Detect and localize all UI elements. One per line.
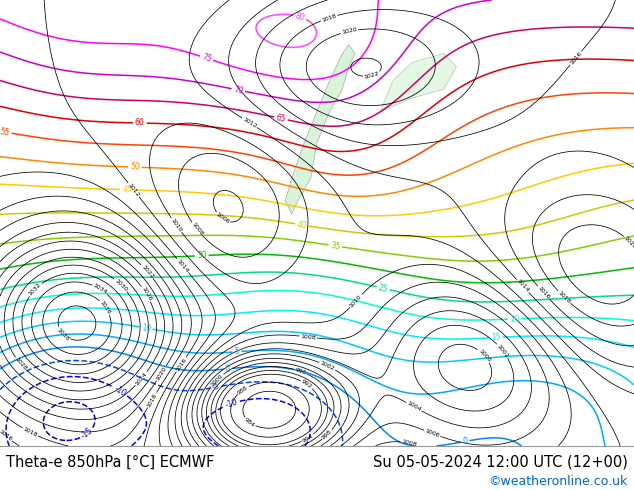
Text: 1002: 1002 xyxy=(496,343,510,359)
Text: -10: -10 xyxy=(113,384,128,398)
Text: 25: 25 xyxy=(377,283,389,294)
Text: 1016: 1016 xyxy=(536,285,550,300)
Text: ©weatheronline.co.uk: ©weatheronline.co.uk xyxy=(488,475,628,488)
Text: 1036: 1036 xyxy=(99,299,112,315)
Text: 1034: 1034 xyxy=(92,283,108,295)
Text: 1008: 1008 xyxy=(301,334,316,341)
Text: 45: 45 xyxy=(122,185,132,195)
Text: 1018: 1018 xyxy=(146,392,158,408)
Text: 1020: 1020 xyxy=(341,27,358,35)
Text: 1024: 1024 xyxy=(134,371,148,386)
Text: 1008: 1008 xyxy=(190,221,204,237)
Text: 1002: 1002 xyxy=(319,360,335,371)
Text: -5: -5 xyxy=(212,382,221,392)
Text: 1016: 1016 xyxy=(0,429,13,442)
Text: 1020: 1020 xyxy=(155,366,168,381)
Text: 1018: 1018 xyxy=(557,290,571,304)
Text: 1022: 1022 xyxy=(363,71,380,80)
Text: 5: 5 xyxy=(234,347,240,356)
Text: 40: 40 xyxy=(296,220,307,230)
Text: 1020: 1020 xyxy=(623,235,634,250)
Text: 984: 984 xyxy=(243,416,256,428)
Text: 60: 60 xyxy=(135,119,145,127)
Text: 1004: 1004 xyxy=(406,401,422,413)
Text: 1030: 1030 xyxy=(113,278,128,292)
Text: Su 05-05-2024 12:00 UTC (12+00): Su 05-05-2024 12:00 UTC (12+00) xyxy=(373,455,628,469)
Text: 1012: 1012 xyxy=(127,182,141,197)
Text: 75: 75 xyxy=(200,52,212,64)
Text: 0: 0 xyxy=(225,364,231,373)
Text: 1032: 1032 xyxy=(28,282,42,297)
Text: 65: 65 xyxy=(275,113,287,124)
Text: 1012: 1012 xyxy=(242,117,257,129)
Text: 1014: 1014 xyxy=(176,258,190,273)
Text: 992: 992 xyxy=(301,379,313,390)
Text: 994: 994 xyxy=(301,433,314,443)
Text: 20: 20 xyxy=(510,314,520,323)
Text: 1010: 1010 xyxy=(170,218,183,233)
Text: 1038: 1038 xyxy=(56,327,70,342)
Text: -10: -10 xyxy=(224,397,239,410)
Text: 1006: 1006 xyxy=(424,428,441,439)
Text: -15: -15 xyxy=(79,426,94,441)
Polygon shape xyxy=(285,45,355,214)
Text: 1016: 1016 xyxy=(569,50,583,66)
Text: 1008: 1008 xyxy=(401,440,417,448)
Text: 1028: 1028 xyxy=(14,357,28,372)
Text: 988: 988 xyxy=(236,385,249,395)
Text: 30: 30 xyxy=(197,251,207,260)
Text: 1016: 1016 xyxy=(175,357,188,372)
Text: 1006: 1006 xyxy=(215,212,230,225)
Text: 1026: 1026 xyxy=(140,286,152,302)
Text: 15: 15 xyxy=(491,333,501,343)
Text: 35: 35 xyxy=(330,241,340,251)
Text: 55: 55 xyxy=(0,127,10,137)
Text: 1014: 1014 xyxy=(515,279,530,294)
Text: 70: 70 xyxy=(233,85,244,96)
Text: Theta-e 850hPa [°C] ECMWF: Theta-e 850hPa [°C] ECMWF xyxy=(6,455,215,469)
Text: 1000: 1000 xyxy=(477,348,491,363)
Polygon shape xyxy=(380,53,456,112)
Text: 10: 10 xyxy=(141,323,152,333)
Text: 1022: 1022 xyxy=(140,264,154,279)
Text: 998: 998 xyxy=(321,429,333,441)
Text: 1018: 1018 xyxy=(22,426,38,438)
Text: 1000: 1000 xyxy=(210,373,224,387)
Text: 0: 0 xyxy=(462,437,469,446)
Text: 1010: 1010 xyxy=(349,294,363,308)
Text: 1018: 1018 xyxy=(321,13,337,23)
Text: 80: 80 xyxy=(294,11,306,23)
Text: 50: 50 xyxy=(130,163,140,172)
Text: 996: 996 xyxy=(294,367,307,376)
